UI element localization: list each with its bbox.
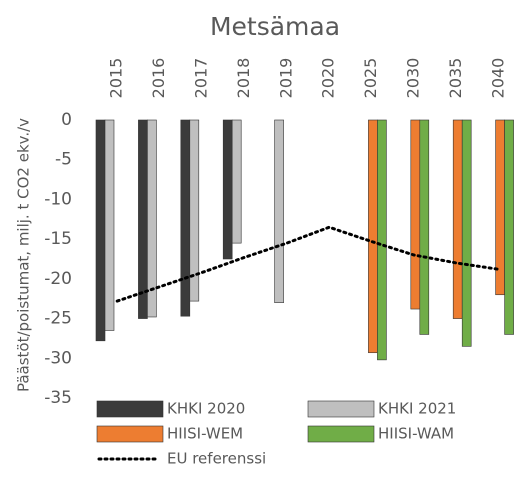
legend-label: EU referenssi [167,450,266,468]
x-tick-label: 2019 [276,58,295,99]
bar [95,119,106,342]
legend-label: HIISI-WAM [378,425,454,443]
bar [189,119,200,302]
y-tick-label: 0 [61,110,72,130]
legend-label: KHKI 2021 [378,400,456,418]
bar [222,119,233,260]
bar [377,119,387,361]
y-tick-label: -30 [44,348,72,368]
line-series [115,225,501,303]
bar [461,119,472,347]
bar [410,119,421,310]
bar [138,119,148,319]
x-tick-label: 2035 [446,58,465,99]
bar [180,119,191,317]
bar [104,119,115,331]
x-tick-label: 2040 [488,58,507,99]
legend-swatch [307,425,375,443]
x-tick-label: 2015 [107,58,126,99]
y-tick-label: -15 [44,229,72,249]
y-tick-label: -10 [44,189,72,209]
chart-title: Metsämaa [210,12,340,41]
bar [147,119,157,318]
bar [452,119,463,319]
y-axis-label: Päästöt/poistumat, milj. t CO2 ekv./v [15,118,33,392]
legend-swatch [96,400,164,418]
legend-label: HIISI-WEM [167,425,243,443]
bar [231,119,242,244]
x-tick-label: 2016 [149,58,168,99]
y-tick-label: -5 [55,150,72,170]
x-tick-label: 2020 [319,58,338,99]
y-tick-label: -35 [44,388,72,408]
y-tick-label: -20 [44,269,72,289]
legend-label: KHKI 2020 [167,400,245,418]
bar [274,119,284,303]
x-tick-label: 2018 [234,58,253,99]
x-tick-label: 2025 [361,58,380,99]
bar [419,119,430,335]
y-tick-label: -25 [44,309,72,329]
legend-swatch [96,425,164,443]
legend-swatch [307,400,375,418]
x-tick-label: 2030 [404,58,423,99]
bar [504,119,514,335]
bar [368,119,378,354]
x-tick-label: 2017 [192,58,211,99]
